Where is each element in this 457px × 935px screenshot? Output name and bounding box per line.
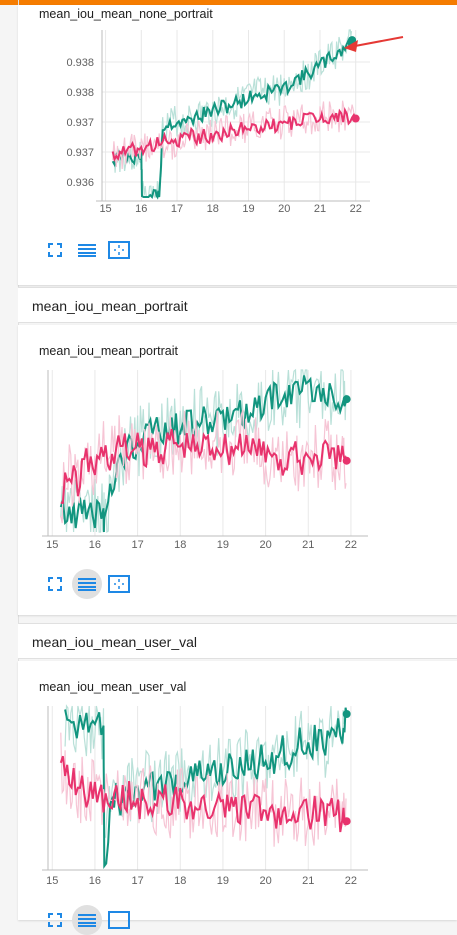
chart-title: mean_iou_mean_none_portrait xyxy=(39,7,213,21)
top-accent-bar xyxy=(0,0,457,5)
x-tick-label: 19 xyxy=(217,875,229,887)
x-tick-label: 16 xyxy=(89,539,101,551)
x-tick-label: 21 xyxy=(302,539,314,551)
card-header-label: mean_iou_mean_portrait xyxy=(32,298,188,314)
series-endpoint xyxy=(342,395,351,404)
x-tick-label: 19 xyxy=(217,539,229,551)
fit-domain-icon[interactable] xyxy=(42,237,68,263)
series-endpoint xyxy=(351,114,360,123)
series-raw-line xyxy=(60,409,347,524)
series-endpoint xyxy=(342,710,351,718)
log-scale-icon[interactable] xyxy=(72,569,102,599)
series-raw-line xyxy=(112,29,353,198)
x-tick-label: 22 xyxy=(350,203,362,215)
chart-card-none-portrait xyxy=(18,5,457,285)
expand-icon[interactable] xyxy=(106,237,132,263)
chart-title: mean_iou_mean_user_val xyxy=(39,680,187,694)
chart-title: mean_iou_mean_portrait xyxy=(39,344,178,358)
annotation-arrow xyxy=(354,36,404,47)
x-tick-label: 15 xyxy=(46,539,58,551)
x-tick-label: 17 xyxy=(171,203,183,215)
fit-domain-icon[interactable] xyxy=(42,907,68,933)
series-line xyxy=(60,428,348,505)
card-header[interactable]: mean_iou_mean_user_val xyxy=(18,623,457,659)
series-endpoint xyxy=(342,456,351,465)
x-tick-label: 18 xyxy=(207,203,219,215)
series-line xyxy=(64,707,348,869)
fit-domain-icon[interactable] xyxy=(42,571,68,597)
y-tick-label: 0.937 xyxy=(66,117,94,129)
expand-icon[interactable] xyxy=(106,907,132,933)
x-tick-label: 18 xyxy=(174,539,186,551)
x-tick-label: 20 xyxy=(278,203,290,215)
series-line xyxy=(59,375,348,533)
x-tick-label: 19 xyxy=(242,203,254,215)
series-raw-line xyxy=(112,100,356,170)
y-tick-label: 0.936 xyxy=(66,177,94,189)
log-scale-icon[interactable] xyxy=(74,237,100,263)
card-header-label: mean_iou_mean_user_val xyxy=(32,634,197,650)
x-tick-label: 22 xyxy=(345,875,357,887)
card-header[interactable]: mean_iou_mean_portrait xyxy=(18,287,457,323)
series-raw-line xyxy=(60,732,347,847)
series-endpoint xyxy=(348,36,357,45)
x-tick-label: 15 xyxy=(46,875,58,887)
x-tick-label: 20 xyxy=(259,875,271,887)
x-tick-label: 15 xyxy=(99,203,111,215)
log-scale-icon[interactable] xyxy=(72,905,102,935)
x-tick-label: 17 xyxy=(131,539,143,551)
annotation-arrowhead xyxy=(344,40,358,52)
series-line xyxy=(111,106,357,163)
y-tick-label: 0.938 xyxy=(66,57,94,69)
series-endpoint xyxy=(342,817,351,826)
x-tick-label: 17 xyxy=(131,875,143,887)
x-tick-label: 16 xyxy=(89,875,101,887)
y-tick-label: 0.938 xyxy=(66,87,94,99)
x-tick-label: 20 xyxy=(259,539,271,551)
series-raw-line xyxy=(64,704,347,840)
x-tick-label: 18 xyxy=(174,875,186,887)
x-tick-label: 22 xyxy=(345,539,357,551)
x-tick-label: 21 xyxy=(314,203,326,215)
expand-icon[interactable] xyxy=(106,571,132,597)
x-tick-label: 21 xyxy=(302,875,314,887)
x-tick-label: 16 xyxy=(135,203,147,215)
series-line xyxy=(59,755,348,833)
y-tick-label: 0.937 xyxy=(66,147,94,159)
series-line xyxy=(111,36,354,200)
